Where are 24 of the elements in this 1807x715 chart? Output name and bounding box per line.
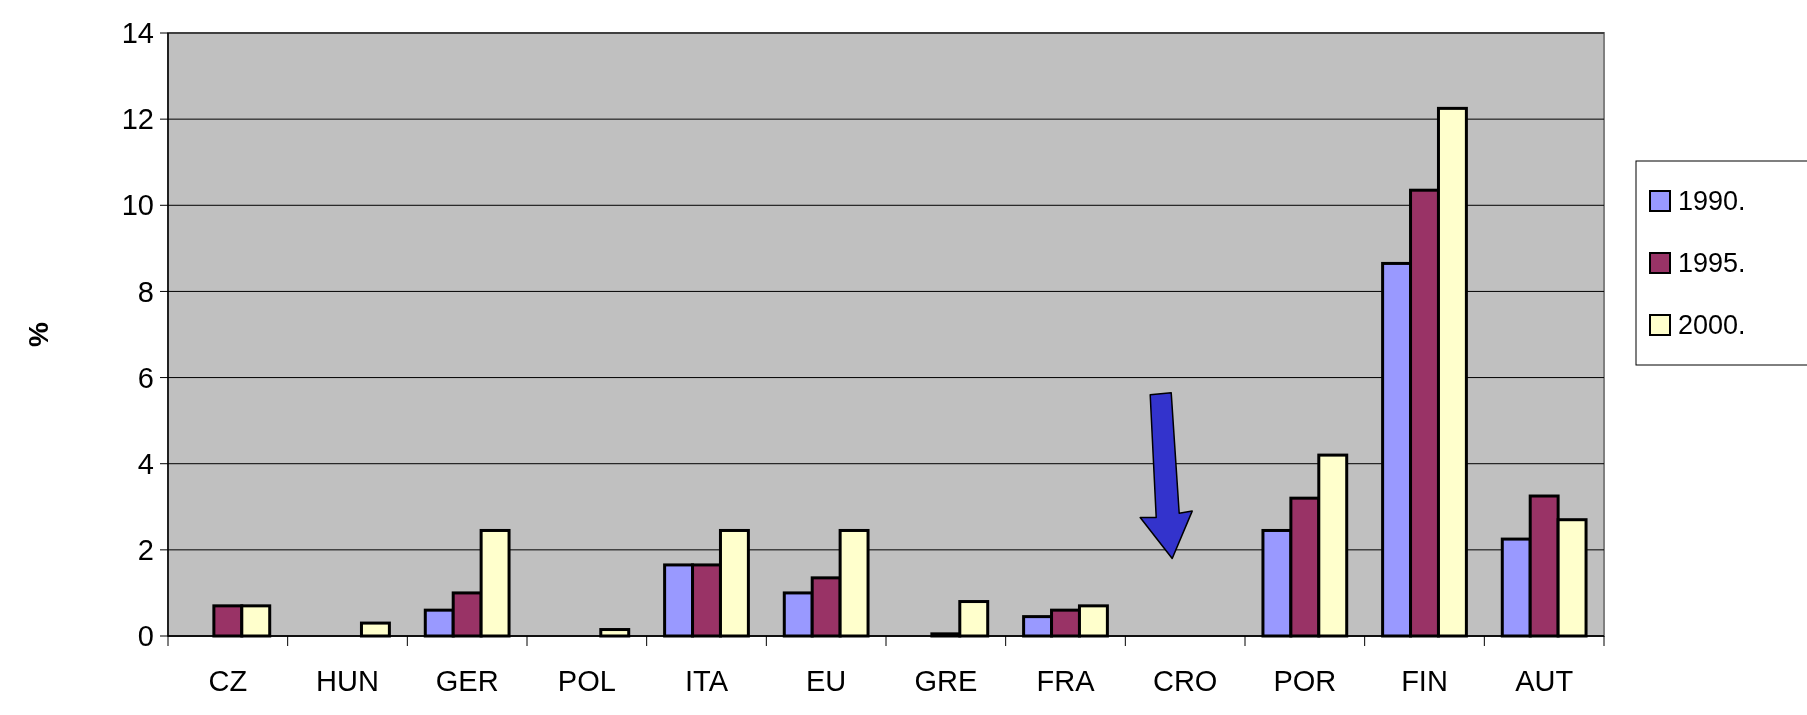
x-tick-label: AUT [1515, 665, 1574, 697]
y-tick-label: 0 [137, 620, 154, 653]
x-tick-label: POL [557, 665, 616, 697]
y-tick-label: 6 [137, 361, 154, 394]
x-tick-label: FIN [1401, 665, 1448, 697]
legend-label: 1995. [1678, 248, 1746, 279]
y-tick-label: 14 [121, 17, 154, 50]
y-tick-label: 2 [137, 534, 154, 567]
y-axis-title: % [23, 321, 54, 347]
x-tick-label: ITA [685, 665, 729, 697]
x-tick-label: GRE [914, 665, 978, 697]
x-tick-label: FRA [1036, 665, 1096, 697]
y-tick-label: 8 [137, 275, 154, 308]
y-tick-label: 10 [121, 189, 154, 222]
x-tick-label: POR [1273, 665, 1337, 697]
x-tick-label: EU [806, 665, 847, 697]
legend-label: 1990. [1678, 186, 1746, 217]
x-tick-label: GER [435, 665, 499, 697]
legend-label: 2000. [1678, 310, 1746, 341]
x-tick-label: HUN [316, 665, 379, 697]
x-tick-label: CRO [1152, 665, 1218, 697]
y-tick-label: 12 [121, 103, 154, 136]
y-tick-label: 4 [137, 447, 154, 480]
x-tick-label: CZ [208, 665, 248, 697]
